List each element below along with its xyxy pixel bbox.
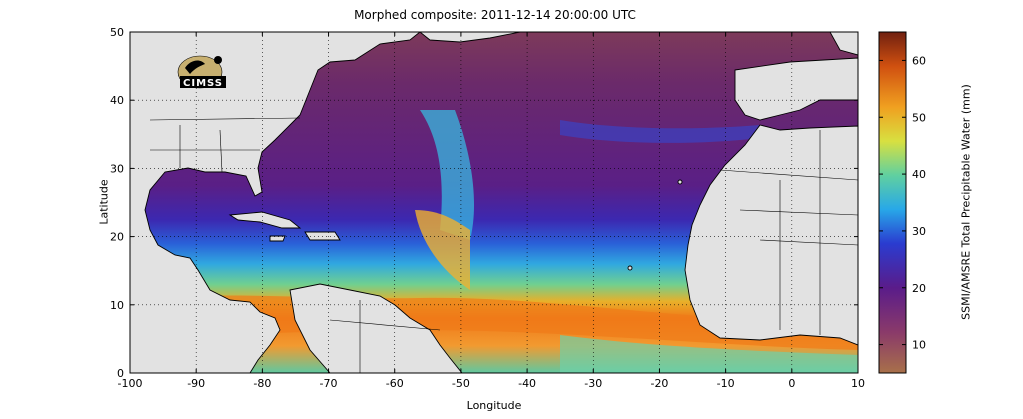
- colorbar-tick-label: 60: [912, 54, 926, 67]
- plot-frame: [129, 31, 859, 374]
- y-axis-ticks: 0 10 20 30 40 50: [110, 26, 858, 380]
- map-title: Morphed composite: 2011-12-14 20:00:00 U…: [354, 8, 636, 22]
- jamaica: [269, 235, 286, 242]
- map-plot-area: [130, 32, 858, 373]
- colorbar-tick-label: 40: [912, 168, 926, 181]
- northeast-landmass: [419, 32, 521, 43]
- land-masses: [130, 32, 858, 373]
- y-tick-label: 10: [110, 299, 124, 312]
- y-tick-label: 50: [110, 26, 124, 39]
- political-borders: [149, 117, 858, 373]
- hispaniola: [304, 231, 341, 241]
- x-tick-label: -30: [584, 377, 602, 390]
- canary-islands: [677, 179, 683, 185]
- logo-swirl: [185, 60, 205, 74]
- x-tick-label: -40: [518, 377, 536, 390]
- x-axis-label: Longitude: [466, 399, 522, 412]
- x-tick-label: -20: [650, 377, 668, 390]
- moisture-tongue: [415, 210, 470, 290]
- logo-text: CIMSS: [183, 78, 223, 89]
- colorbar-ticks: 10 20 30 40 50 60: [879, 54, 926, 352]
- x-tick-label: -100: [118, 377, 143, 390]
- x-tick-label: -50: [452, 377, 470, 390]
- africa: [684, 124, 858, 346]
- y-tick-label: 0: [117, 367, 124, 380]
- colorbar-tick-label: 30: [912, 225, 926, 238]
- north-america: [130, 32, 421, 373]
- x-tick-label: -10: [717, 377, 735, 390]
- equatorial-moisture: [560, 335, 858, 373]
- x-tick-label: 0: [788, 377, 795, 390]
- moisture-band: [560, 120, 760, 143]
- logo-satellite: [214, 56, 222, 64]
- moisture-plume: [420, 110, 475, 240]
- colorbar-tick-label: 10: [912, 339, 926, 352]
- y-axis-label: Latitude: [97, 179, 111, 225]
- x-tick-label: -80: [253, 377, 271, 390]
- europe-north: [829, 32, 858, 56]
- x-tick-label: -90: [187, 377, 205, 390]
- x-tick-label: -70: [320, 377, 338, 390]
- colorbar-label: SSMI/AMSRE Total Precipitable Water (mm): [959, 84, 973, 320]
- x-tick-label: -60: [386, 377, 404, 390]
- cimss-logo: CIMSS: [177, 55, 226, 89]
- y-tick-label: 20: [110, 231, 124, 244]
- logo-banner: [180, 76, 226, 88]
- cuba: [228, 211, 302, 229]
- colorbar: [878, 31, 907, 374]
- iberia: [734, 57, 858, 121]
- y-tick-label: 30: [110, 162, 124, 175]
- colorbar-tick-label: 50: [912, 111, 926, 124]
- colorbar-tick-label: 20: [912, 282, 926, 295]
- x-axis-ticks: -100 -90 -80 -70 -60 -50 -40 -30 -20 -10 0 10: [118, 32, 865, 390]
- grid-lines: [130, 32, 858, 373]
- cape-verde-islands: [627, 265, 633, 271]
- south-america: [289, 283, 463, 373]
- y-tick-label: 40: [110, 94, 124, 107]
- x-tick-label: 10: [851, 377, 865, 390]
